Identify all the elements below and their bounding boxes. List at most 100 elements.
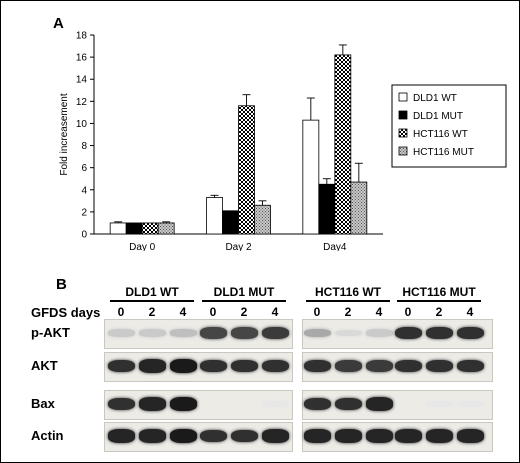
blot-band bbox=[426, 359, 453, 373]
day-number: 0 bbox=[404, 305, 412, 319]
day-number: 4 bbox=[375, 305, 383, 319]
y-tick-label: 16 bbox=[76, 53, 88, 64]
day-number: 0 bbox=[209, 305, 217, 319]
blot-band bbox=[366, 329, 393, 337]
blot-band bbox=[200, 327, 227, 339]
bar bbox=[302, 119, 320, 235]
blot-band bbox=[335, 397, 362, 411]
day-number: 4 bbox=[179, 305, 187, 319]
bar bbox=[254, 204, 271, 235]
blot-band bbox=[457, 429, 484, 443]
x-tick-label: Day 2 bbox=[225, 242, 252, 251]
blot-band bbox=[262, 400, 289, 408]
blot-membrane bbox=[104, 319, 293, 349]
blot-band bbox=[139, 329, 166, 337]
group-underline bbox=[306, 300, 390, 302]
legend-swatch bbox=[398, 128, 408, 138]
group-title: DLD1 WT bbox=[125, 285, 179, 299]
group-title: DLD1 MUT bbox=[213, 285, 275, 299]
day-number: 2 bbox=[344, 305, 352, 319]
blot-band bbox=[457, 326, 484, 340]
y-tick-label: 8 bbox=[81, 141, 87, 152]
blot-band bbox=[262, 429, 289, 443]
blot-band bbox=[231, 327, 258, 339]
bar bbox=[125, 222, 143, 235]
blot-band bbox=[262, 326, 289, 340]
y-tick-label: 10 bbox=[76, 119, 88, 130]
blot-band bbox=[366, 429, 393, 443]
day-number: 0 bbox=[117, 305, 125, 319]
day-number: 4 bbox=[271, 305, 279, 319]
blot-band bbox=[457, 400, 484, 408]
day-number: 2 bbox=[240, 305, 248, 319]
blot-membrane bbox=[104, 352, 293, 382]
y-tick-label: 12 bbox=[76, 97, 88, 108]
blot-band bbox=[304, 429, 331, 443]
y-tick-label: 4 bbox=[81, 185, 87, 196]
blot-band bbox=[139, 359, 166, 373]
bar bbox=[206, 197, 223, 235]
blot-row-label: p-AKT bbox=[31, 325, 70, 340]
blot-band bbox=[304, 328, 331, 338]
group-title: HCT116 WT bbox=[314, 285, 381, 299]
gfds-days-label: GFDS days bbox=[31, 305, 101, 320]
blot-band bbox=[170, 329, 197, 337]
blot-band bbox=[139, 397, 166, 411]
blot-band bbox=[304, 397, 331, 411]
panel-a-label: A bbox=[53, 15, 64, 32]
bar bbox=[222, 210, 239, 235]
panel-b-label: B bbox=[56, 276, 67, 293]
day-number: 2 bbox=[148, 305, 156, 319]
blot-band bbox=[170, 429, 197, 443]
blot-membrane bbox=[104, 422, 293, 452]
blot-band bbox=[170, 397, 197, 411]
group-underline bbox=[202, 300, 286, 302]
legend-swatch bbox=[398, 146, 408, 156]
blot-band bbox=[108, 397, 135, 411]
bar bbox=[157, 222, 175, 235]
y-tick-label: 14 bbox=[76, 75, 88, 86]
day-number: 4 bbox=[466, 305, 474, 319]
blot-band bbox=[426, 326, 453, 340]
blot-band bbox=[200, 429, 227, 443]
y-tick-label: 2 bbox=[81, 207, 87, 218]
blot-band bbox=[395, 326, 422, 340]
day-number: 0 bbox=[313, 305, 321, 319]
blot-band bbox=[304, 359, 331, 373]
blot-band bbox=[262, 359, 289, 373]
blot-band bbox=[108, 329, 135, 337]
legend-box bbox=[391, 84, 507, 168]
legend-swatch bbox=[398, 110, 408, 120]
blot-band bbox=[170, 359, 197, 373]
blot-band bbox=[335, 359, 362, 373]
bar bbox=[109, 222, 127, 235]
y-tick-label: 18 bbox=[76, 31, 88, 42]
blot-band bbox=[108, 359, 135, 373]
blot-band bbox=[139, 429, 166, 443]
bar-chart: 0 2 4 6 8 10 12 14 16 18 Fold increasement Day 0 Day… bbox=[59, 31, 507, 251]
legend-label: HCT116 WT bbox=[413, 129, 468, 140]
legend-label: DLD1 MUT bbox=[413, 111, 463, 122]
day-number: 2 bbox=[435, 305, 443, 319]
blot-band bbox=[366, 397, 393, 411]
x-tick-label: Day4 bbox=[323, 242, 347, 251]
blot-band bbox=[426, 400, 453, 408]
y-tick-label: 6 bbox=[81, 163, 87, 174]
blot-band bbox=[108, 429, 135, 443]
blot-band bbox=[231, 429, 258, 443]
group-title: HCT116 MUT bbox=[402, 285, 476, 299]
blot-band bbox=[457, 359, 484, 373]
legend-label: DLD1 WT bbox=[413, 93, 457, 104]
blot-band bbox=[335, 429, 362, 443]
legend-swatch bbox=[398, 92, 408, 102]
blot-row-label: AKT bbox=[31, 358, 58, 373]
bar bbox=[350, 181, 368, 235]
blot-band bbox=[395, 429, 422, 443]
group-underline bbox=[397, 300, 481, 302]
blot-band bbox=[426, 429, 453, 443]
legend-label: HCT116 MUT bbox=[413, 147, 474, 158]
blot-band bbox=[366, 359, 393, 373]
blot-row-label: Bax bbox=[31, 396, 55, 411]
bar bbox=[238, 105, 255, 235]
